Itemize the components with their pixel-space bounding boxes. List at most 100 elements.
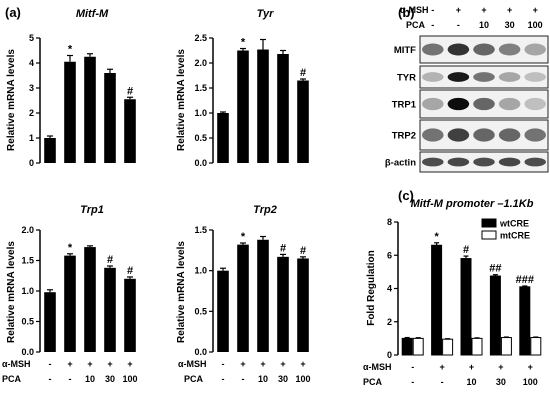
- treatment-value: 30: [105, 374, 115, 384]
- blot-pca-value: -: [457, 20, 460, 30]
- treatment-label-msh: α-MSH: [2, 359, 31, 369]
- blot-band: [498, 128, 521, 142]
- y-axis-label: Relative mRNA levels: [6, 241, 17, 343]
- blot-band-label: TYR: [397, 73, 416, 84]
- promoter-pca-label: PCA: [363, 377, 383, 387]
- blot-band: [498, 157, 521, 167]
- promoter-msh-value: +: [528, 362, 533, 372]
- bar: [237, 244, 249, 352]
- treatment-value: +: [240, 359, 245, 369]
- y-tick-label: 0.0: [194, 347, 207, 357]
- treatment-value: -: [49, 374, 52, 384]
- bar: [104, 267, 116, 352]
- y-tick-label: 3: [29, 83, 34, 93]
- promoter-msh-value: -: [411, 362, 414, 372]
- bar: [277, 54, 289, 163]
- y-tick-label: 6: [387, 250, 392, 260]
- treatment-value: -: [242, 374, 245, 384]
- treatment-label-msh-right: α-MSH: [178, 359, 207, 369]
- blot-msh-value: +: [507, 5, 512, 15]
- y-tick-label: 0.5: [194, 133, 207, 143]
- y-tick-label: 1.5: [194, 83, 207, 93]
- chart-trp1: Trp1 Relative mRNA levels 0.0 0.5 1.0 1.5 2.0 *…: [6, 204, 136, 357]
- y-tick-label: 4: [29, 58, 34, 68]
- y-axis-label: Fold Regulation: [366, 250, 377, 326]
- y-tick-label: 2.0: [21, 225, 34, 235]
- treatment-value: +: [87, 359, 92, 369]
- significance-mark: *: [68, 242, 73, 254]
- blot-band: [524, 97, 546, 111]
- blot-band: [422, 72, 444, 82]
- promoter-msh-label: α-MSH: [363, 362, 392, 372]
- treatment-table-a: α-MSH - + + + + - + + + + PCA - - 10 30 100 - - 10 30 100 α-MS…: [2, 359, 311, 384]
- bar: [237, 50, 249, 163]
- y-tick-label: 4: [387, 284, 392, 294]
- treatment-value: -: [69, 374, 72, 384]
- y-axis-label: Relative mRNA levels: [176, 49, 187, 151]
- bar: [124, 278, 136, 352]
- chart-tyr: Tyr Relative mRNA levels 0.0 0.5 1.0 1.5 2.0 2.…: [176, 8, 309, 168]
- bar-mtCRE: [412, 337, 424, 356]
- y-tick-label: 2.5: [194, 33, 207, 43]
- promoter-pca-value: 10: [466, 377, 476, 387]
- promoter-pca-value: 100: [523, 377, 538, 387]
- blot-band: [447, 43, 470, 56]
- chart-title: Trp1: [80, 204, 104, 216]
- significance-mark: *: [241, 231, 246, 243]
- bar: [257, 239, 269, 352]
- treatment-value: +: [107, 359, 112, 369]
- blot-band-label: MITF: [394, 45, 416, 56]
- y-tick-label: 1.0: [194, 108, 207, 118]
- blot-band: [422, 128, 444, 142]
- treatment-value: +: [300, 359, 305, 369]
- significance-mark: #: [107, 254, 113, 266]
- blot-band: [473, 72, 495, 82]
- y-tick-label: 0: [387, 350, 392, 360]
- blot-band: [422, 97, 444, 111]
- chart-trp2: Trp2 Relative mRNA levels 0.0 0.5 1.0 1.5 * # #: [176, 204, 309, 357]
- treatment-value: +: [280, 359, 285, 369]
- significance-mark: #: [463, 244, 469, 256]
- significance-mark: *: [241, 37, 246, 49]
- legend-swatch-mtCRE: [481, 230, 497, 240]
- treatment-value: -: [222, 359, 225, 369]
- y-axis-label: Relative mRNA levels: [176, 241, 187, 343]
- treatment-value: 100: [295, 374, 310, 384]
- bar: [217, 270, 229, 352]
- blot-band: [447, 72, 470, 82]
- blot-band: [498, 97, 521, 111]
- y-tick-label: 1.0: [21, 286, 34, 296]
- blot-pca-value: 30: [505, 20, 515, 30]
- bar-wtCRE: [460, 258, 472, 356]
- treatment-label-pca-right: PCA: [184, 374, 204, 384]
- blot-band: [473, 97, 495, 111]
- bar: [44, 138, 56, 163]
- y-tick-label: 1: [29, 133, 34, 143]
- blot-band: [498, 72, 521, 82]
- y-tick-label: 5: [29, 33, 34, 43]
- treatment-value: -: [49, 359, 52, 369]
- treatment-value: -: [222, 374, 225, 384]
- promoter-pca-value: 30: [496, 377, 506, 387]
- blot-msh-value: -: [431, 5, 434, 15]
- y-tick-label: 1.0: [194, 266, 207, 276]
- significance-mark: #: [127, 265, 133, 277]
- treatment-label-pca: PCA: [2, 374, 22, 384]
- bar-mtCRE: [500, 337, 512, 356]
- bar: [84, 247, 96, 352]
- chart-title: Trp2: [253, 204, 277, 216]
- legend-label-wtCRE: wtCRE: [499, 219, 529, 229]
- treatment-value: +: [127, 359, 132, 369]
- bar: [297, 80, 309, 163]
- blot-band-label: β-actin: [385, 158, 416, 169]
- blot-msh-value: +: [481, 5, 486, 15]
- y-tick-label: 0: [29, 158, 34, 168]
- significance-mark: #: [280, 242, 286, 254]
- significance-mark: *: [434, 231, 439, 243]
- bar-mtCRE: [471, 337, 483, 356]
- bar: [64, 61, 76, 163]
- blot-band: [447, 128, 470, 142]
- chart-mitf-m: Mitf-M Relative mRNA levels 0 1 2 3 4 5 * #: [6, 8, 136, 168]
